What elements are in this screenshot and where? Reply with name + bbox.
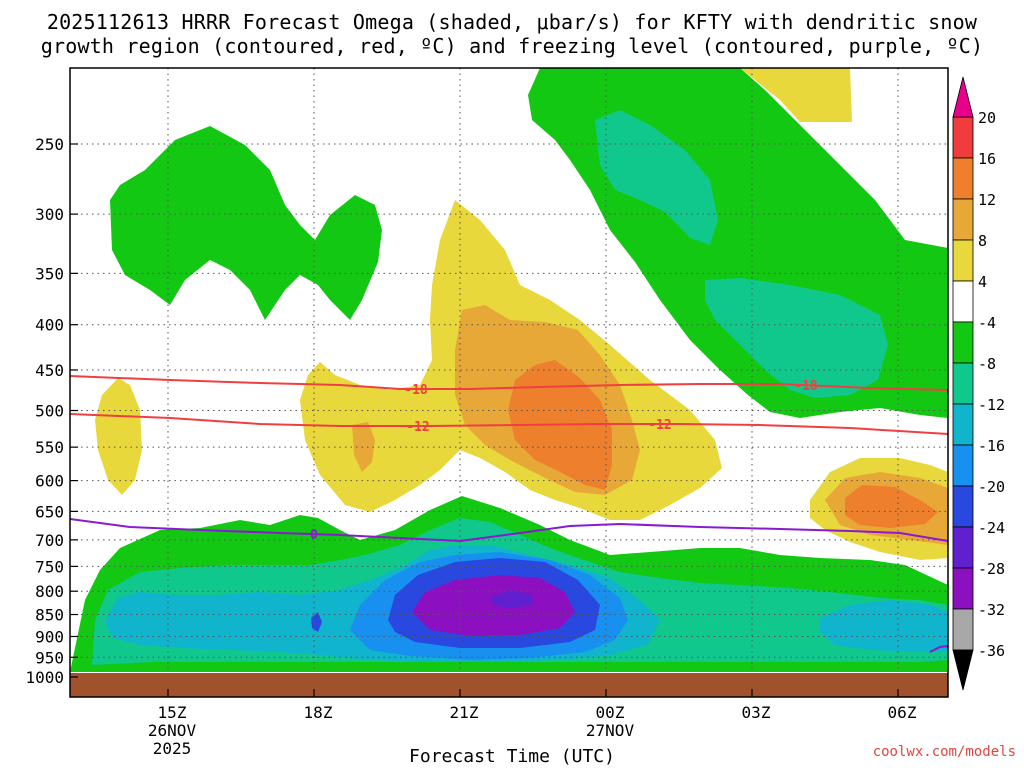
- contour-label: -18: [404, 383, 428, 398]
- grid: [70, 68, 948, 673]
- colorbar-segment: [952, 526, 974, 569]
- colorbar-segment: [952, 116, 974, 159]
- contour-labels: -18 -18 -12 -12 0: [310, 379, 818, 543]
- colorbar-label: 8: [978, 232, 987, 250]
- colorbar-label: -28: [978, 560, 1005, 578]
- omega-region-yellow-left: [95, 378, 142, 495]
- colorbar-segment: [952, 403, 974, 446]
- contour-zero: [69, 518, 949, 543]
- colorbar-label: -16: [978, 437, 1005, 455]
- y-tick-label: 250: [35, 135, 64, 154]
- omega-region-yellow-topright: [740, 68, 852, 122]
- x-tick-label: 00Z: [596, 703, 625, 722]
- y-tick-label: 500: [35, 402, 64, 421]
- y-tick-label: 400: [35, 316, 64, 335]
- ground-surface: [70, 673, 948, 697]
- colorbar-label: 4: [978, 273, 987, 291]
- y-tick-label: 600: [35, 472, 64, 491]
- x-tick-label: 18Z: [304, 703, 333, 722]
- colorbar-label: -4: [978, 314, 996, 332]
- x-tick-label: 06Z: [888, 703, 917, 722]
- y-axis: 250 300 350 400 450 500 550 600 650 700 750 800 850 9…: [25, 135, 78, 687]
- x-tick-year: 2025: [153, 739, 192, 758]
- contour-label: -12: [648, 418, 671, 433]
- y-tick-label: 700: [35, 531, 64, 550]
- contour-label: -12: [406, 420, 429, 435]
- omega-region-cyan-right: [820, 600, 948, 652]
- y-tick-label: 900: [35, 627, 64, 646]
- omega-region-orange-right: [845, 485, 938, 528]
- colorbar-segment: [952, 239, 974, 282]
- colorbar-label: -8: [978, 355, 996, 373]
- colorbar-label: -32: [978, 601, 1005, 619]
- x-tick-date: 27NOV: [586, 721, 635, 740]
- colorbar-label: 12: [978, 191, 996, 209]
- plot-frame: [69, 67, 949, 698]
- colorbar-label: -12: [978, 396, 1005, 414]
- dendritic-contours: [69, 375, 949, 435]
- y-tick-label: 300: [35, 205, 64, 224]
- y-tick-label: 550: [35, 438, 64, 457]
- colorbar-segment: [952, 608, 974, 651]
- colorbar-segment: [952, 362, 974, 405]
- y-tick-label: 450: [35, 361, 64, 380]
- omega-region-teal-right: [705, 278, 888, 398]
- freezing-level-contour: [69, 518, 949, 653]
- chart-title-line1: 2025112613 HRRR Forecast Omega (shaded, …: [46, 10, 978, 34]
- x-axis-title: Forecast Time (UTC): [409, 746, 615, 767]
- colorbar-segment: [952, 567, 974, 610]
- y-tick-label: 650: [35, 502, 64, 521]
- x-tick-label: 03Z: [742, 703, 771, 722]
- x-tick-date: 26NOV: [148, 721, 197, 740]
- colorbar-segment: [952, 485, 974, 528]
- colorbar-label: -36: [978, 642, 1005, 660]
- omega-region-purple-core: [412, 575, 575, 636]
- colorbar-min-arrow: [952, 649, 974, 691]
- x-tick-label: 21Z: [450, 703, 479, 722]
- colorbar-segment: [952, 444, 974, 487]
- y-tick-label: 750: [35, 557, 64, 576]
- contour-minus18: [69, 375, 949, 391]
- credit-text: coolwx.com/models: [872, 744, 1016, 760]
- omega-region-gold-small: [352, 422, 375, 472]
- contour-label: -18: [794, 379, 818, 394]
- colorbar-label: 16: [978, 150, 996, 168]
- y-tick-label: 1000: [25, 668, 64, 687]
- x-tick-label: 15Z: [158, 703, 187, 722]
- contour-zero-small: [929, 645, 949, 653]
- colorbar: 20 16 12 8 4 -4 -8 -12 -16 -20 -24 -28 -32 -36: [952, 76, 1005, 691]
- y-tick-label: 850: [35, 606, 64, 625]
- y-tick-label: 350: [35, 264, 64, 283]
- colorbar-segment: [952, 198, 974, 241]
- chart-title-line2: growth region (contoured, red, ºC) and f…: [40, 34, 984, 58]
- contour-minus12: [69, 413, 949, 435]
- colorbar-segment: [952, 321, 974, 364]
- colorbar-segment: [952, 280, 974, 323]
- y-tick-label: 800: [35, 582, 64, 601]
- colorbar-segment: [952, 157, 974, 200]
- omega-region-blue-dot: [311, 612, 322, 632]
- contour-label: 0: [310, 528, 318, 543]
- omega-region-violet-core: [490, 590, 535, 608]
- colorbar-label: -20: [978, 478, 1005, 496]
- colorbar-label: 20: [978, 109, 996, 127]
- colorbar-label: -24: [978, 519, 1005, 537]
- colorbar-max-arrow: [952, 76, 974, 118]
- y-tick-label: 950: [35, 648, 64, 667]
